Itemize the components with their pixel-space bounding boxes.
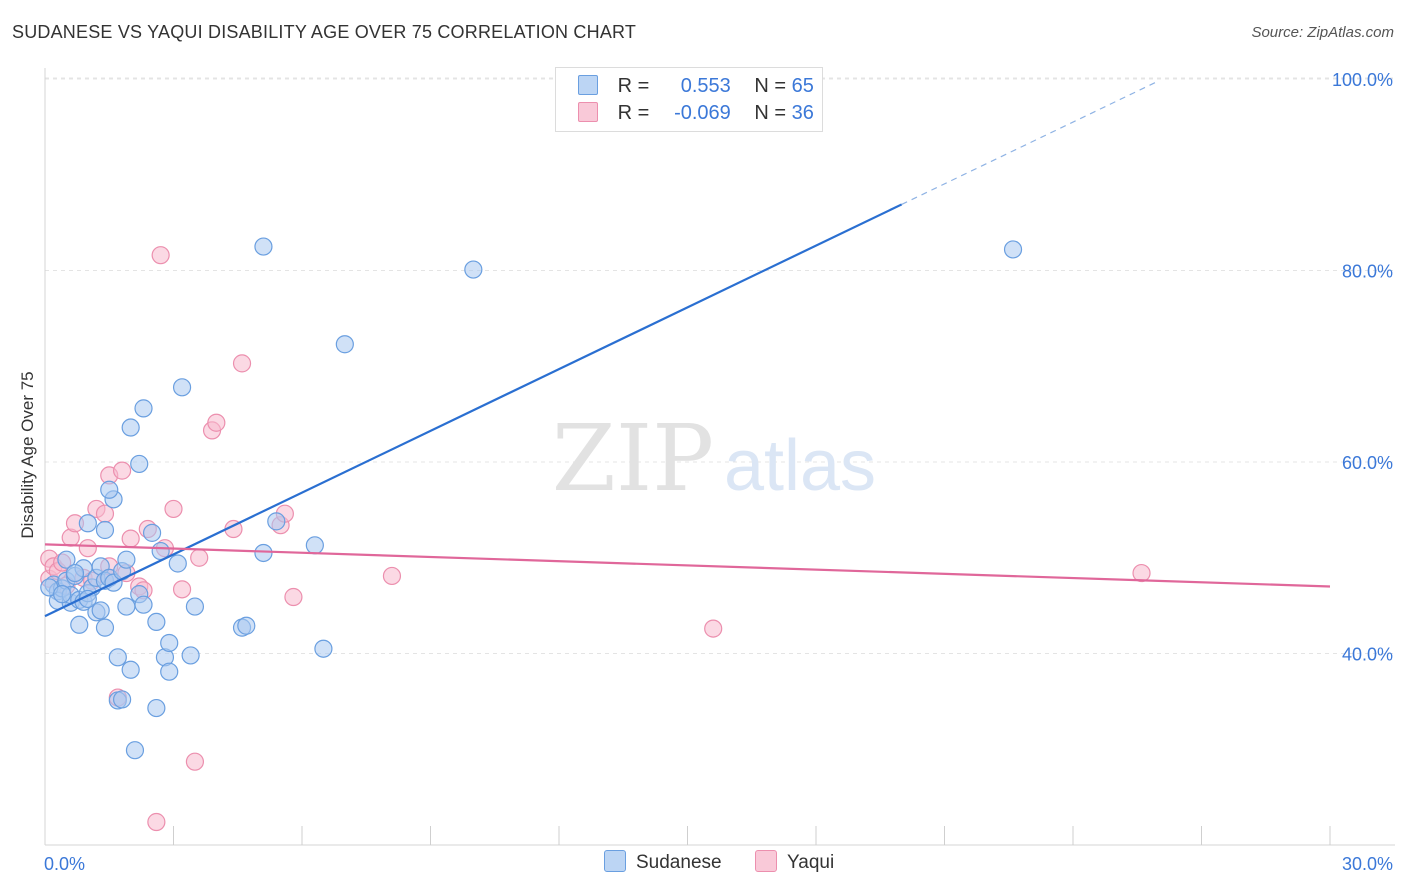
bottom-legend-yaqui: Yaqui <box>755 850 834 874</box>
y-axis-label: Disability Age Over 75 <box>18 371 37 539</box>
source-label: Source: ZipAtlas.com <box>1251 24 1394 41</box>
sudanese-point <box>160 633 179 653</box>
sudanese-point <box>305 536 324 555</box>
sudanese-trend-extension <box>901 80 1159 205</box>
sudanese-point <box>95 520 115 540</box>
yaqui-point <box>151 246 170 265</box>
yaqui-point <box>190 548 209 567</box>
watermark-atlas: atlas <box>724 426 876 506</box>
sudanese-points <box>40 237 1023 760</box>
yaqui-point <box>185 752 205 771</box>
sudanese-point <box>181 646 200 665</box>
yaqui-swatch <box>578 102 598 122</box>
n-label: N = <box>754 75 787 97</box>
sudanese-n-value: 65 <box>791 75 814 97</box>
sudanese-point <box>91 601 110 620</box>
y-tick-label: 100.0% <box>1332 70 1393 90</box>
sudanese-point <box>57 550 76 569</box>
sudanese-trend-line <box>44 203 903 618</box>
sudanese-point <box>117 597 136 616</box>
yaqui-point <box>232 354 252 373</box>
sudanese-point <box>464 260 483 279</box>
yaqui-point <box>704 619 723 638</box>
yaqui-trend-line <box>44 543 1331 588</box>
bottom-legend-sudanese: Sudanese <box>604 850 722 874</box>
sudanese-point <box>53 585 72 604</box>
yaqui-point <box>284 587 303 607</box>
n-label: N = <box>754 102 787 124</box>
sudanese-point <box>254 543 273 563</box>
sudanese-point <box>121 660 140 679</box>
sudanese-point <box>267 512 286 531</box>
y-tick-label: 80.0% <box>1342 262 1393 282</box>
sudanese-point <box>335 335 354 354</box>
stats-legend: R = 0.553 N = 65 R = -0.069 N = 36 <box>555 67 823 132</box>
sudanese-point <box>125 741 145 760</box>
r-label: R = <box>617 102 650 124</box>
yaqui-legend-label: Yaqui <box>787 852 835 873</box>
sudanese-point <box>130 454 149 474</box>
r-label: R = <box>617 75 650 97</box>
yaqui-n-value: 36 <box>791 102 814 124</box>
sudanese-point <box>185 597 205 616</box>
sudanese-swatch <box>578 75 598 95</box>
sudanese-point <box>142 523 162 542</box>
axes-layer <box>44 68 1395 846</box>
sudanese-r-value: 0.553 <box>680 75 731 97</box>
yaqui-point <box>172 580 192 599</box>
sudanese-point <box>78 514 97 533</box>
sudanese-point <box>254 237 273 256</box>
sudanese-legend-swatch <box>604 850 626 872</box>
sudanese-point <box>134 399 153 418</box>
yaqui-legend-swatch <box>755 850 777 872</box>
sudanese-point <box>70 615 89 634</box>
x-tick-label-left: 0.0% <box>44 854 85 874</box>
sudanese-point <box>147 612 166 632</box>
sudanese-point <box>237 616 256 635</box>
x-tick-label-right: 30.0% <box>1342 854 1393 874</box>
sudanese-point <box>160 662 179 681</box>
legend-row-yaqui: R = -0.069 N = 36 <box>578 100 814 126</box>
sudanese-point <box>95 618 115 637</box>
yaqui-point <box>382 566 402 586</box>
sudanese-point <box>108 648 127 667</box>
legend-row-sudanese: R = 0.553 N = 65 <box>578 73 814 99</box>
yaqui-point <box>164 499 183 519</box>
sudanese-point <box>168 554 187 573</box>
sudanese-point <box>314 639 333 658</box>
sudanese-point <box>65 563 85 583</box>
sudanese-point <box>172 378 192 397</box>
watermark: ZIP atlas <box>552 405 876 512</box>
trend-lines <box>44 80 1331 618</box>
sudanese-point <box>134 595 153 614</box>
yaqui-point <box>207 413 226 432</box>
sudanese-point <box>117 550 136 569</box>
yaqui-point <box>112 461 132 480</box>
yaqui-point <box>78 539 97 558</box>
yaqui-point <box>121 529 140 548</box>
sudanese-point <box>147 698 166 718</box>
yaqui-point <box>1132 563 1151 583</box>
sudanese-point <box>1003 240 1023 259</box>
chart-title: SUDANESE VS YAQUI DISABILITY AGE OVER 75… <box>12 22 637 42</box>
tick-labels: 40.0% 60.0% 80.0% 100.0% 0.0% 30.0% <box>44 70 1393 874</box>
sudanese-point <box>112 690 132 709</box>
yaqui-point <box>147 812 166 832</box>
sudanese-point <box>100 480 119 499</box>
sudanese-legend-label: Sudanese <box>636 852 722 873</box>
sudanese-point <box>121 418 140 437</box>
watermark-zip: ZIP <box>552 405 714 512</box>
y-tick-label: 40.0% <box>1342 645 1393 665</box>
y-tick-label: 60.0% <box>1342 453 1393 473</box>
yaqui-r-value: -0.069 <box>674 102 731 124</box>
